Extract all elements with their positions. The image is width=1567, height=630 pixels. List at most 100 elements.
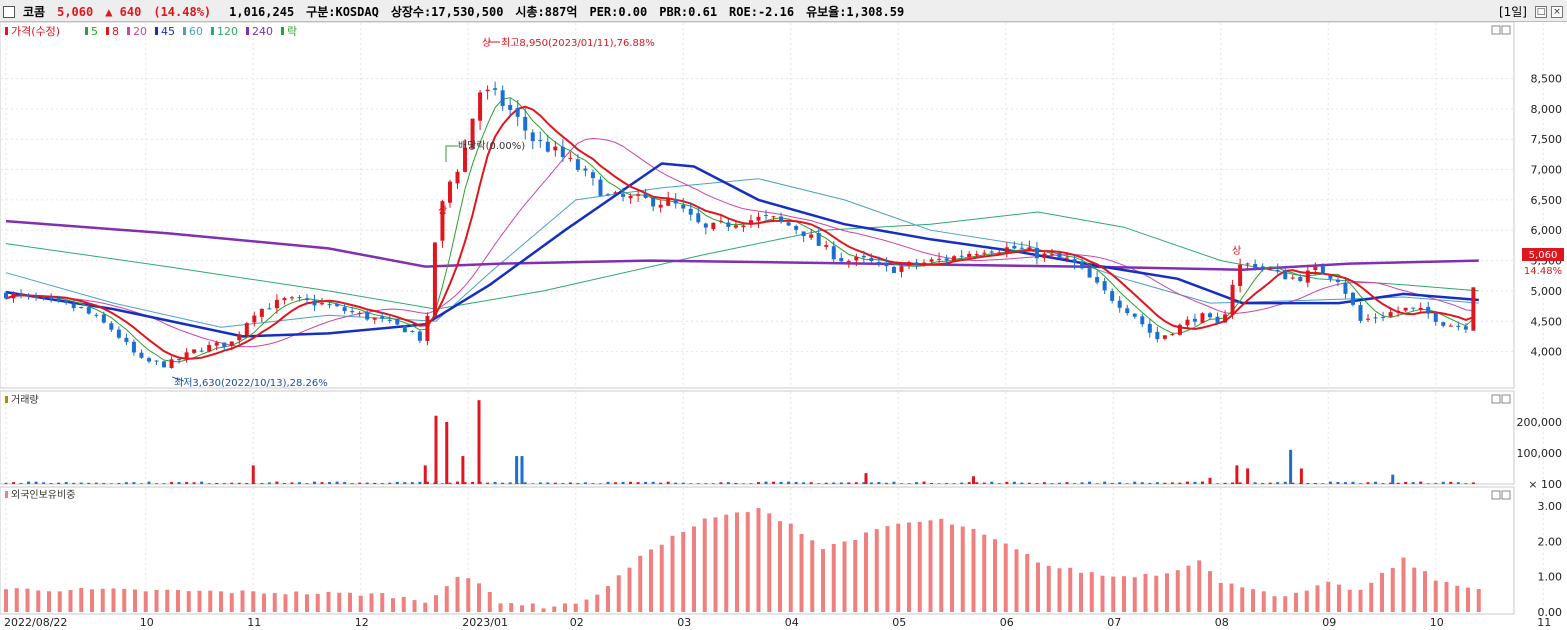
- candle-body: [771, 216, 776, 218]
- foreign-ratio-bar: [735, 512, 739, 612]
- volume-bar: [27, 481, 31, 484]
- volume-bar: [1283, 481, 1287, 484]
- volume-bar: [1366, 482, 1370, 484]
- candle-body: [485, 89, 490, 92]
- foreign-ratio-bar: [380, 593, 385, 612]
- candle-body: [794, 226, 799, 230]
- foreign-ratio-bar: [1003, 543, 1008, 612]
- foreign-ratio-bar: [1218, 582, 1223, 612]
- volume-bar: [787, 481, 791, 484]
- foreign-ratio-bar: [348, 592, 352, 612]
- volume-bar: [1088, 481, 1092, 484]
- volume-bar: [734, 483, 738, 484]
- foreign-ratio-bar: [606, 586, 610, 612]
- foreign-ratio-bar: [154, 589, 159, 612]
- price-tick-label: 6,500: [1531, 194, 1563, 207]
- foreign-ratio-bar: [498, 603, 503, 612]
- candle-body: [1426, 306, 1431, 314]
- candle-body: [899, 266, 904, 272]
- foreign-ratio-bar: [745, 512, 750, 612]
- foreign-ratio-bar: [928, 520, 933, 612]
- candle-body: [94, 314, 99, 316]
- volume-bar: [471, 482, 475, 484]
- foreign-ratio-bar: [283, 594, 288, 612]
- date-tick-label: 06: [1000, 616, 1014, 629]
- candle-body: [982, 252, 987, 254]
- candle-body: [1155, 331, 1160, 340]
- legend-swatch: [127, 27, 130, 35]
- volume-spike-bar: [1208, 477, 1212, 484]
- panel-buttons[interactable]: [1491, 25, 1511, 500]
- price-panel: [0, 22, 1515, 389]
- foreign-ratio-bar: [1229, 583, 1234, 612]
- candle-body: [1200, 313, 1205, 323]
- volume-bar: [237, 482, 241, 484]
- candle-body: [1208, 313, 1212, 318]
- volume-bar: [373, 482, 377, 484]
- volume-bar: [49, 483, 53, 484]
- candle-body: [1027, 247, 1032, 250]
- volume-bar: [170, 482, 174, 484]
- close-icon[interactable]: ×: [1551, 5, 1563, 18]
- foreign-ratio-bar: [520, 605, 524, 612]
- candle-body: [658, 204, 663, 208]
- volume-bar: [215, 482, 219, 484]
- price-legend: 가격(수정) 5 8 20 45 60 120 240 락: [5, 25, 297, 38]
- volume-bar: [1185, 481, 1189, 484]
- foreign-ratio-bar: [756, 507, 761, 612]
- volume-bar: [1231, 482, 1235, 484]
- foreign-ratio-bar: [960, 526, 965, 612]
- roe-value: ROE:-2.16: [729, 4, 795, 19]
- candle-body: [312, 300, 317, 306]
- volume-bar: [1027, 482, 1031, 484]
- candle-body: [237, 334, 242, 341]
- foreign-tick-label: 3.00: [1538, 500, 1563, 513]
- period-selector[interactable]: [1일]: [1498, 5, 1527, 19]
- candle-body: [274, 299, 279, 309]
- foreign-ratio-bar: [616, 575, 621, 612]
- candle-body: [1275, 269, 1280, 271]
- volume-bar: [1133, 481, 1137, 484]
- legend-label: 8: [112, 25, 119, 38]
- foreign-ratio-bar: [401, 596, 406, 612]
- volume-bar: [1163, 482, 1167, 484]
- foreign-ratio-bar: [573, 603, 578, 612]
- candle-body: [839, 258, 844, 262]
- foreign-ratio-bar: [423, 602, 428, 612]
- foreign-ratio-bar: [477, 583, 481, 612]
- foreign-ratio-bar: [1186, 565, 1191, 612]
- legend-label: 5: [91, 25, 98, 38]
- volume-bar: [764, 481, 768, 484]
- volume-bar: [696, 483, 700, 484]
- volume-bar: [960, 482, 964, 484]
- foreign-ratio-bar: [1240, 587, 1245, 612]
- maximize-icon[interactable]: □: [1535, 5, 1547, 18]
- volume-bar: [94, 482, 98, 484]
- price-tag-label: 5,060: [1529, 250, 1558, 261]
- foreign-ratio-bar: [1014, 549, 1019, 612]
- volume-bar: [598, 483, 602, 484]
- candle-body: [64, 301, 69, 304]
- volume-panel: [0, 390, 1515, 485]
- select-checkbox[interactable]: [3, 5, 15, 18]
- reserve-ratio: 유보율:1,308.59: [806, 5, 905, 19]
- volume-tick-label: 100,000: [1517, 447, 1563, 460]
- volume-bar: [463, 482, 467, 484]
- foreign-ratio-bar: [1111, 576, 1116, 612]
- foreign-ratio-bar: [1390, 568, 1395, 612]
- foreign-ratio-bar: [262, 593, 266, 612]
- volume-bar: [162, 483, 166, 484]
- candle-body: [131, 341, 136, 353]
- candle-body: [455, 171, 460, 184]
- price-tick-label: 6,000: [1531, 224, 1563, 237]
- stock-chart[interactable]: 4,0004,5005,0005,5006,0006,5007,0007,500…: [0, 22, 1567, 630]
- candle-body: [967, 253, 972, 258]
- candle-body: [681, 204, 686, 209]
- candle-body: [372, 317, 377, 320]
- volume-bar: [659, 482, 663, 484]
- volume-bar: [802, 482, 806, 484]
- dividend-label: 배당락(0.00%): [458, 140, 525, 152]
- candle-body: [869, 258, 874, 261]
- candle-body: [440, 201, 445, 241]
- volume-bar: [328, 482, 332, 484]
